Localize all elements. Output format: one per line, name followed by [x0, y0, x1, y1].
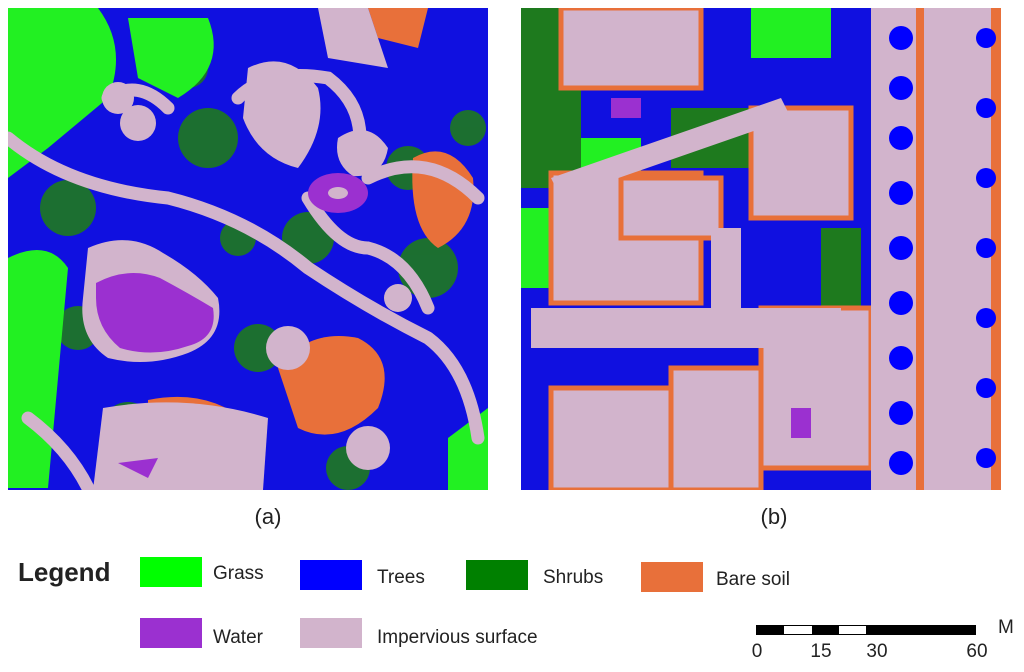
legend-swatch-grass [140, 557, 202, 587]
legend-label-grass: Grass [213, 563, 264, 584]
scale-unit: M [998, 617, 1014, 638]
legend-label-impervious: Impervious surface [377, 627, 538, 648]
legend-swatch-bare-soil [641, 562, 703, 592]
scale-bar [756, 625, 976, 635]
scale-tick-label: 60 [966, 641, 988, 662]
legend-label-trees: Trees [377, 567, 425, 588]
scale-segment [838, 626, 866, 634]
legend-swatch-water [140, 618, 202, 648]
legend-label-bare-soil: Bare soil [716, 569, 790, 590]
scale-segment [784, 626, 812, 634]
legend-label-water: Water [213, 627, 263, 648]
scale-tick-label: 30 [866, 641, 888, 662]
classification-map-b [521, 8, 1001, 490]
scale-segment [811, 626, 839, 634]
legend-label-shrubs: Shrubs [543, 567, 604, 588]
panel-caption-a: (a) [254, 504, 282, 529]
legend-title: Legend [18, 557, 111, 587]
scale-segment [757, 626, 785, 634]
legend-swatch-trees [300, 560, 362, 590]
legend-swatch-shrubs [466, 560, 528, 590]
classification-map-a [8, 8, 488, 490]
scale-tick-label: 15 [810, 641, 832, 662]
scale-segment [866, 626, 975, 634]
scale-tick-label: 0 [751, 641, 763, 662]
map-a-graphic [8, 8, 488, 490]
map-b-graphic [521, 8, 1001, 490]
panel-caption-b: (b) [760, 504, 788, 529]
legend-swatch-impervious [300, 618, 362, 648]
